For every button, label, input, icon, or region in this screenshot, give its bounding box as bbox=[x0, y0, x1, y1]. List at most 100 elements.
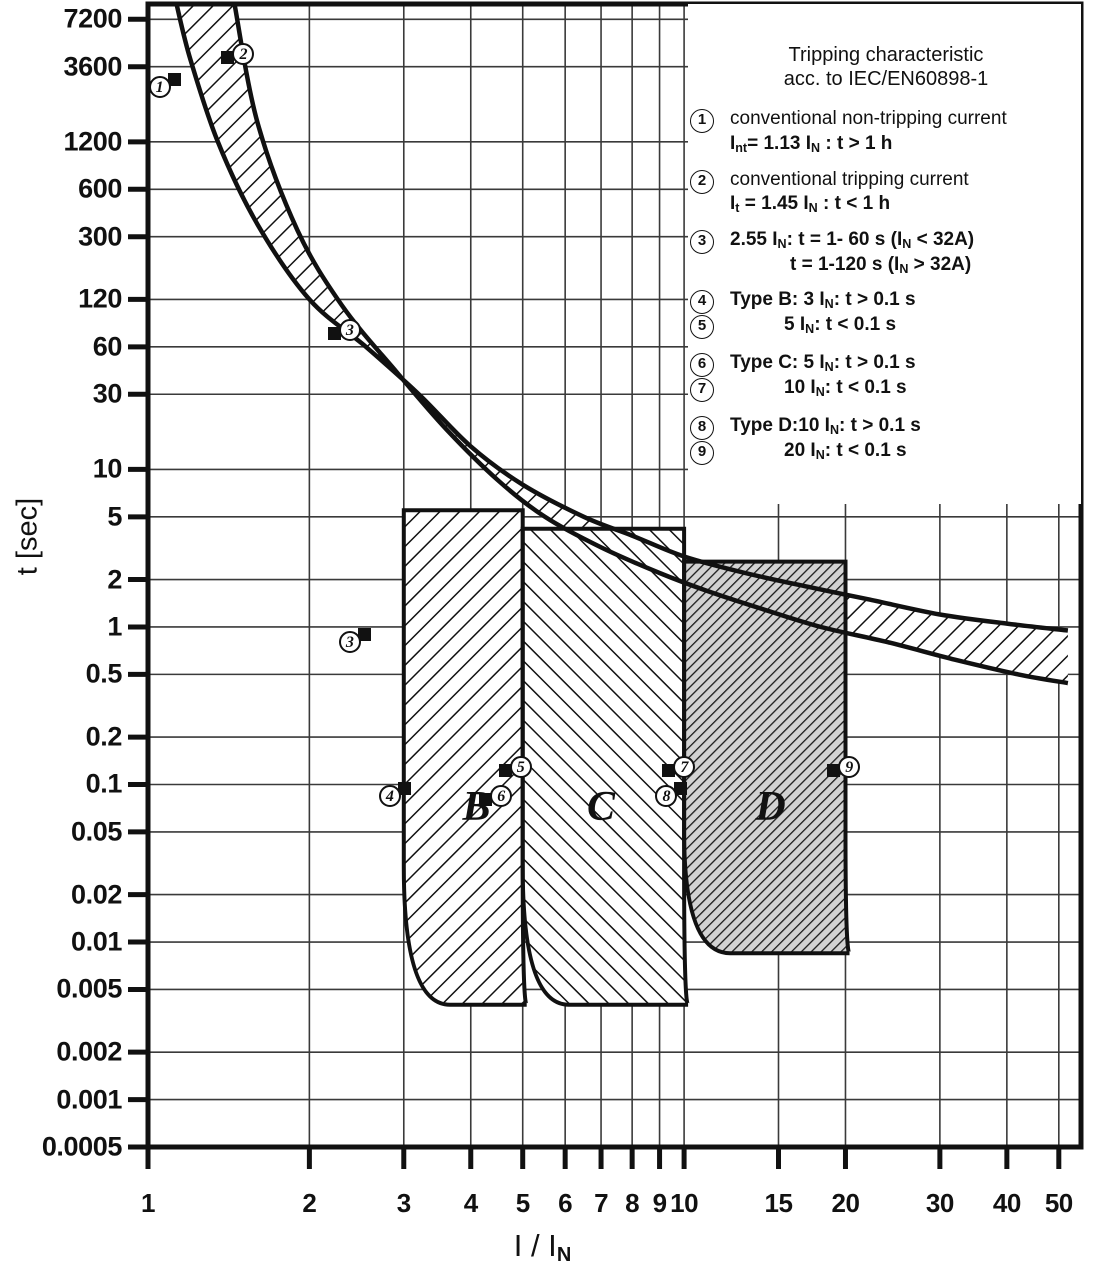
callout-marker-9: 9 bbox=[827, 756, 864, 782]
callout-marker-7: 7 bbox=[662, 756, 699, 782]
callout-marker-3: 3 bbox=[327, 318, 365, 345]
legend-entry-line1: Type C: 5 IN: t > 0.1 s bbox=[730, 352, 916, 375]
callout-marker-8: 8 bbox=[655, 782, 688, 811]
callout-number: 5 bbox=[509, 756, 532, 779]
y-tick-label: 60 bbox=[92, 331, 123, 362]
x-tick-label: 40 bbox=[992, 1188, 1021, 1218]
legend-entry-line1: Type B: 3 IN: t > 0.1 s bbox=[730, 289, 916, 312]
y-tick-label: 1200 bbox=[63, 126, 123, 157]
legend-title-line1: Tripping characteristic bbox=[788, 44, 984, 66]
legend-entry-line2: Int= 1.13 IN : t > 1 h bbox=[730, 132, 893, 155]
legend-entry: 8 9 Type D:10 IN: t > 0.1 s 20 IN: t < 0.1 … bbox=[690, 414, 1082, 466]
callout-number: 1 bbox=[148, 75, 171, 98]
x-tick-label: 6 bbox=[558, 1188, 573, 1218]
y-tick-label: 0.02 bbox=[71, 879, 122, 910]
legend-entry-text: Type D:10 IN: t > 0.1 s 20 IN: t < 0.1 s bbox=[730, 414, 1082, 463]
legend-entry-line2: 5 IN: t < 0.1 s bbox=[784, 314, 897, 337]
legend-entry-text: 2.55 IN: t = 1- 60 s (IN < 32A) t = 1-120… bbox=[730, 228, 1082, 277]
y-tick-label: 7200 bbox=[63, 3, 123, 34]
legend-number-8: 8 bbox=[690, 416, 714, 441]
y-tick-label: 0.001 bbox=[56, 1084, 122, 1115]
legend-number-5: 5 bbox=[690, 315, 714, 340]
x-tick-label: 30 bbox=[925, 1188, 954, 1218]
legend-entry-line2: 10 IN: t < 0.1 s bbox=[784, 377, 907, 400]
legend-entry-line1: Type D:10 IN: t > 0.1 s bbox=[730, 415, 921, 438]
legend-entry-line1: conventional non-tripping current bbox=[730, 108, 1007, 130]
legend-entry: 6 7 Type C: 5 IN: t > 0.1 s 10 IN: t < 0.1 … bbox=[690, 351, 1082, 403]
legend-entry: 1 conventional non-tripping current Int= 1… bbox=[690, 107, 1082, 156]
thermal-outline bbox=[174, 4, 1069, 686]
region-label-d: D bbox=[755, 783, 786, 830]
y-tick-label: 0.002 bbox=[56, 1036, 122, 1067]
x-tick-label: 9 bbox=[652, 1188, 667, 1218]
legend-entry-text: conventional non-tripping current Int= 1.… bbox=[730, 107, 1082, 156]
legend-rows: 1 conventional non-tripping current Int= 1… bbox=[690, 107, 1082, 466]
axis-ticks bbox=[128, 16, 1062, 1169]
callout-flag-icon bbox=[327, 326, 341, 340]
plot-frame bbox=[145, 1, 1084, 1150]
type-b-outline bbox=[401, 508, 529, 1007]
legend-number-4: 4 bbox=[690, 290, 714, 315]
y-tick-label: 0.01 bbox=[71, 926, 122, 957]
type-d-outline bbox=[682, 559, 852, 956]
tripping-bands bbox=[174, 4, 1069, 1007]
x-tick-label: 1 bbox=[141, 1188, 155, 1218]
callout-marker-4: 4 bbox=[378, 782, 411, 811]
legend-entry-text: conventional tripping current It = 1.45 I… bbox=[730, 168, 1082, 217]
x-tick-label: 8 bbox=[625, 1188, 640, 1218]
x-tick-label: 4 bbox=[463, 1188, 478, 1218]
x-axis-title-main: I / I bbox=[513, 1228, 557, 1263]
callout-flag-icon bbox=[357, 627, 371, 641]
callout-number: 9 bbox=[838, 756, 861, 779]
y-tick-label: 1 bbox=[107, 611, 122, 642]
callout-flag-icon bbox=[827, 764, 841, 778]
x-tick-label: 7 bbox=[594, 1188, 609, 1218]
callout-flag-icon bbox=[221, 51, 235, 65]
legend-number-3: 3 bbox=[690, 229, 714, 254]
legend-entry-numbers: 1 bbox=[690, 107, 730, 134]
y-tick-label: 2 bbox=[107, 564, 122, 595]
y-tick-label: 0.05 bbox=[71, 816, 122, 847]
callout-number: 8 bbox=[655, 785, 678, 808]
legend-entry-line2: t = 1-120 s (IN > 32A) bbox=[790, 253, 972, 276]
y-tick-label: 300 bbox=[78, 221, 122, 252]
callout-marker-5: 5 bbox=[498, 756, 536, 782]
x-tick-label: 3 bbox=[396, 1188, 411, 1218]
callout-flag-icon bbox=[674, 782, 688, 796]
callout-number: 2 bbox=[232, 43, 255, 66]
x-axis-title-sub: N bbox=[556, 1244, 572, 1266]
region-label-b: B bbox=[462, 783, 491, 830]
legend-title: Tripping characteristic acc. to IEC/EN60… bbox=[690, 44, 1082, 91]
x-tick-label: 50 bbox=[1044, 1188, 1073, 1218]
y-tick-label: 0.2 bbox=[85, 721, 123, 752]
callout-flag-icon bbox=[498, 764, 512, 778]
y-tick-label: 0.005 bbox=[56, 973, 122, 1004]
x-tick-label: 10 bbox=[670, 1188, 699, 1218]
y-tick-label: 0.0005 bbox=[41, 1131, 123, 1162]
callout-number: 3 bbox=[338, 318, 361, 341]
legend-number-6: 6 bbox=[690, 353, 714, 378]
legend-backing bbox=[688, 4, 1081, 504]
callout-marker-1: 1 bbox=[148, 72, 181, 102]
legend-entry-line1: conventional tripping current bbox=[730, 168, 969, 190]
x-tick-label: 5 bbox=[515, 1188, 530, 1218]
callout-number: 6 bbox=[490, 785, 513, 808]
legend-number-9: 9 bbox=[690, 441, 714, 466]
callout-flag-icon bbox=[397, 782, 411, 796]
x-tick-label: 2 bbox=[302, 1188, 317, 1218]
type-c-band bbox=[522, 528, 689, 1005]
y-tick-label: 30 bbox=[92, 378, 123, 409]
callout-flag-icon bbox=[662, 764, 676, 778]
x-tick-label: 15 bbox=[764, 1188, 793, 1218]
callout-marker-2: 2 bbox=[221, 43, 258, 69]
y-tick-label: 0.1 bbox=[85, 768, 123, 799]
callout-marker-6: 6 bbox=[479, 785, 516, 811]
legend-entry: 3 2.55 IN: t = 1- 60 s (IN < 32A) t = 1-12… bbox=[690, 228, 1082, 277]
callout-marker-3b: 3 bbox=[338, 627, 371, 657]
